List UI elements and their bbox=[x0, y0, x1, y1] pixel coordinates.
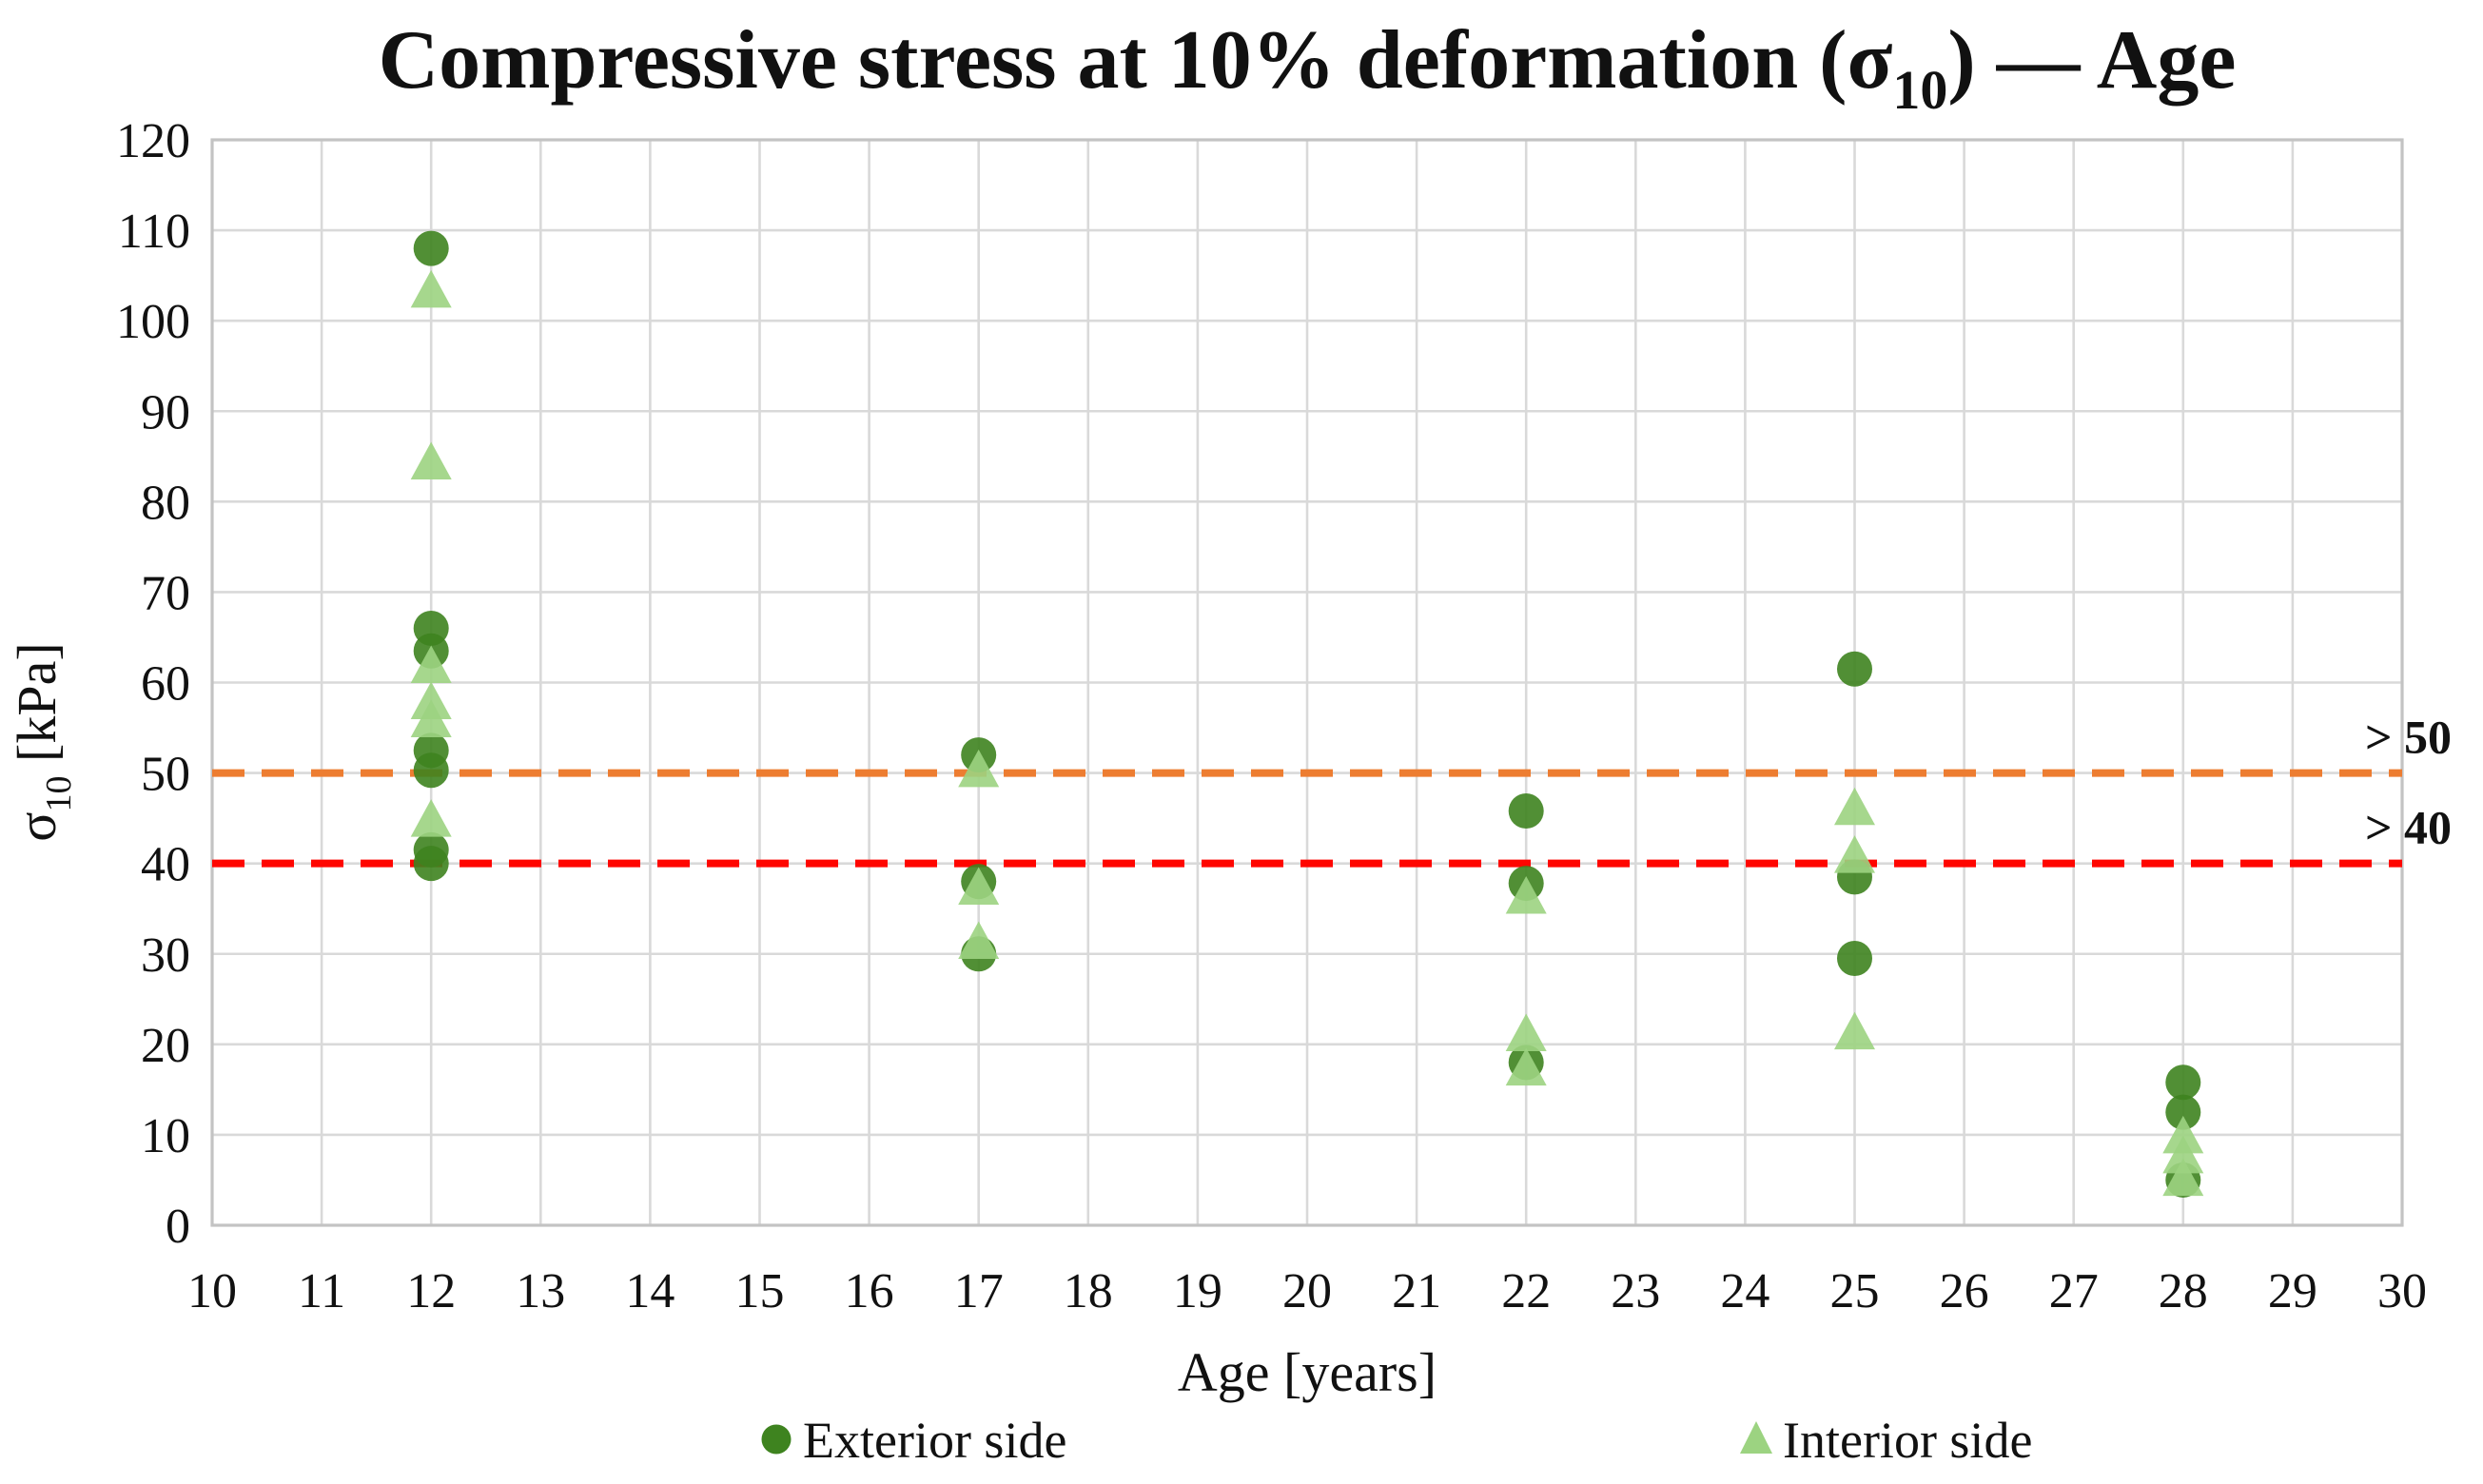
x-tick-label: 15 bbox=[735, 1264, 785, 1318]
threshold-label-40: > 40 bbox=[2365, 801, 2452, 854]
exterior-legend-marker-icon bbox=[761, 1424, 792, 1455]
y-tick-label: 0 bbox=[166, 1200, 190, 1254]
x-tick-label: 11 bbox=[298, 1264, 345, 1318]
chart-title-main: Compressive stress at 10% deformation (σ bbox=[379, 14, 1893, 107]
data-point-exterior bbox=[2165, 1094, 2201, 1130]
data-point-interior bbox=[410, 269, 452, 308]
data-point-interior bbox=[1505, 875, 1547, 914]
data-point-exterior bbox=[413, 846, 449, 882]
data-point-interior bbox=[410, 799, 452, 837]
data-point-exterior bbox=[413, 230, 449, 266]
x-tick-label: 25 bbox=[1830, 1264, 1880, 1318]
data-point-interior bbox=[2162, 1135, 2204, 1174]
data-point-interior bbox=[958, 749, 1000, 788]
legend: Exterior side Interior side bbox=[761, 1412, 2032, 1469]
y-tick-label: 90 bbox=[141, 385, 190, 439]
x-tick-label: 19 bbox=[1173, 1264, 1222, 1318]
data-point-interior bbox=[1834, 1011, 1875, 1050]
x-tick-label: 22 bbox=[1501, 1264, 1551, 1318]
x-tick-label: 28 bbox=[2159, 1264, 2208, 1318]
y-tick-label: 120 bbox=[116, 114, 190, 168]
data-point-interior bbox=[958, 867, 1000, 905]
chart-title-tail: ) — Age bbox=[1947, 14, 2236, 107]
data-point-exterior bbox=[1508, 793, 1544, 830]
data-point-interior bbox=[2162, 1158, 2204, 1197]
x-tick-label: 24 bbox=[1720, 1264, 1769, 1318]
y-tick-label: 40 bbox=[141, 838, 190, 892]
x-tick-label: 10 bbox=[187, 1264, 237, 1318]
data-point-exterior bbox=[2165, 1064, 2201, 1101]
threshold-label-50: > 50 bbox=[2365, 711, 2452, 764]
data-point-interior bbox=[1834, 787, 1875, 826]
x-tick-label: 20 bbox=[1282, 1264, 1332, 1318]
y-axis-title-main: σ bbox=[6, 811, 68, 841]
x-tick-label: 21 bbox=[1392, 1264, 1441, 1318]
interior-legend-label: Interior side bbox=[1783, 1412, 2032, 1469]
x-tick-label: 12 bbox=[406, 1264, 456, 1318]
y-tick-label: 10 bbox=[141, 1109, 190, 1163]
chart-title: Compressive stress at 10% deformation (σ… bbox=[379, 14, 2237, 121]
x-tick-label: 27 bbox=[2049, 1264, 2099, 1318]
y-axis-title-subscript: 10 bbox=[39, 775, 79, 811]
x-tick-label: 16 bbox=[845, 1264, 894, 1318]
y-tick-label: 100 bbox=[116, 295, 190, 349]
data-point-interior bbox=[1505, 1013, 1547, 1051]
y-tick-label: 60 bbox=[141, 657, 190, 712]
y-tick-label: 70 bbox=[141, 566, 190, 620]
data-point-interior bbox=[1834, 835, 1875, 873]
x-tick-label: 30 bbox=[2377, 1264, 2427, 1318]
data-point-interior bbox=[410, 699, 452, 738]
x-tick-label: 18 bbox=[1064, 1264, 1113, 1318]
data-point-exterior bbox=[1837, 651, 1872, 687]
data-point-interior bbox=[958, 921, 1000, 959]
y-axis-title-tail: [kPa] bbox=[6, 642, 68, 775]
data-point-interior bbox=[2162, 1115, 2204, 1154]
x-tick-label: 23 bbox=[1611, 1264, 1660, 1318]
chart-title-subscript: 10 bbox=[1892, 59, 1947, 121]
y-tick-label: 110 bbox=[118, 205, 190, 259]
interior-legend-marker-icon bbox=[1740, 1421, 1772, 1454]
x-tick-label: 13 bbox=[516, 1264, 565, 1318]
x-tick-label: 17 bbox=[954, 1264, 1004, 1318]
y-axis-title: σ10 [kPa] bbox=[6, 642, 79, 841]
x-tick-label: 14 bbox=[625, 1264, 675, 1318]
y-tick-label: 20 bbox=[141, 1019, 190, 1073]
plot-border bbox=[210, 138, 2404, 1227]
x-tick-label: 29 bbox=[2268, 1264, 2317, 1318]
y-tick-label: 50 bbox=[141, 748, 190, 802]
x-tick-label: 26 bbox=[1940, 1264, 1989, 1318]
y-tick-label: 80 bbox=[141, 476, 190, 530]
data-point-interior bbox=[410, 645, 452, 683]
data-point-interior bbox=[410, 441, 452, 480]
y-tick-label: 30 bbox=[141, 928, 190, 983]
data-point-interior bbox=[1505, 1047, 1547, 1086]
x-axis-title: Age [years] bbox=[1178, 1341, 1437, 1403]
plot-generated-layer: 0 10 20 30 40 50 60 70 80 90 100 110 120 10 11 12 13 14 15… bbox=[116, 114, 2427, 1318]
data-point-exterior bbox=[413, 752, 449, 789]
exterior-legend-label: Exterior side bbox=[803, 1412, 1066, 1469]
data-point-exterior bbox=[1837, 941, 1872, 977]
